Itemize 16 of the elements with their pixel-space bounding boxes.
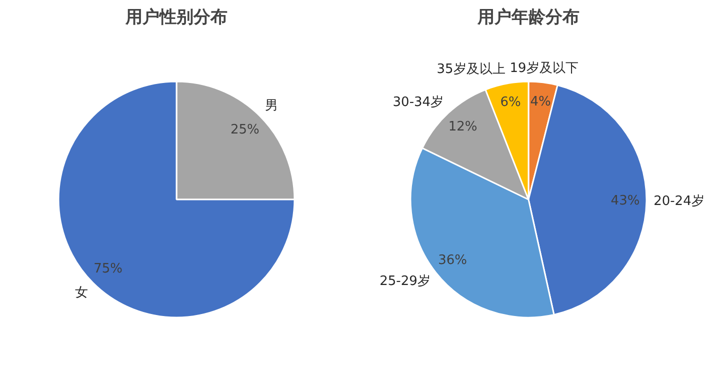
- slice-label: 25-29岁: [380, 274, 430, 289]
- slice-label: 男: [264, 98, 278, 114]
- data-label: 25%: [230, 122, 260, 138]
- chart-title: 用户年龄分布: [476, 8, 580, 28]
- chart-title: 用户性别分布: [124, 8, 228, 28]
- slice-label: 30-34岁: [392, 95, 444, 110]
- slice-label: 20-24岁: [654, 194, 704, 210]
- slice-label: 19岁及以下: [510, 60, 578, 76]
- data-label: 12%: [448, 120, 478, 135]
- slice-label: 女: [75, 285, 88, 300]
- data-label: 6%: [500, 95, 521, 110]
- data-label: 75%: [94, 262, 123, 277]
- data-label: 4%: [530, 94, 551, 110]
- slice-label: 35岁及以上: [436, 62, 506, 78]
- data-label: 36%: [438, 253, 468, 268]
- data-label: 43%: [610, 194, 640, 209]
